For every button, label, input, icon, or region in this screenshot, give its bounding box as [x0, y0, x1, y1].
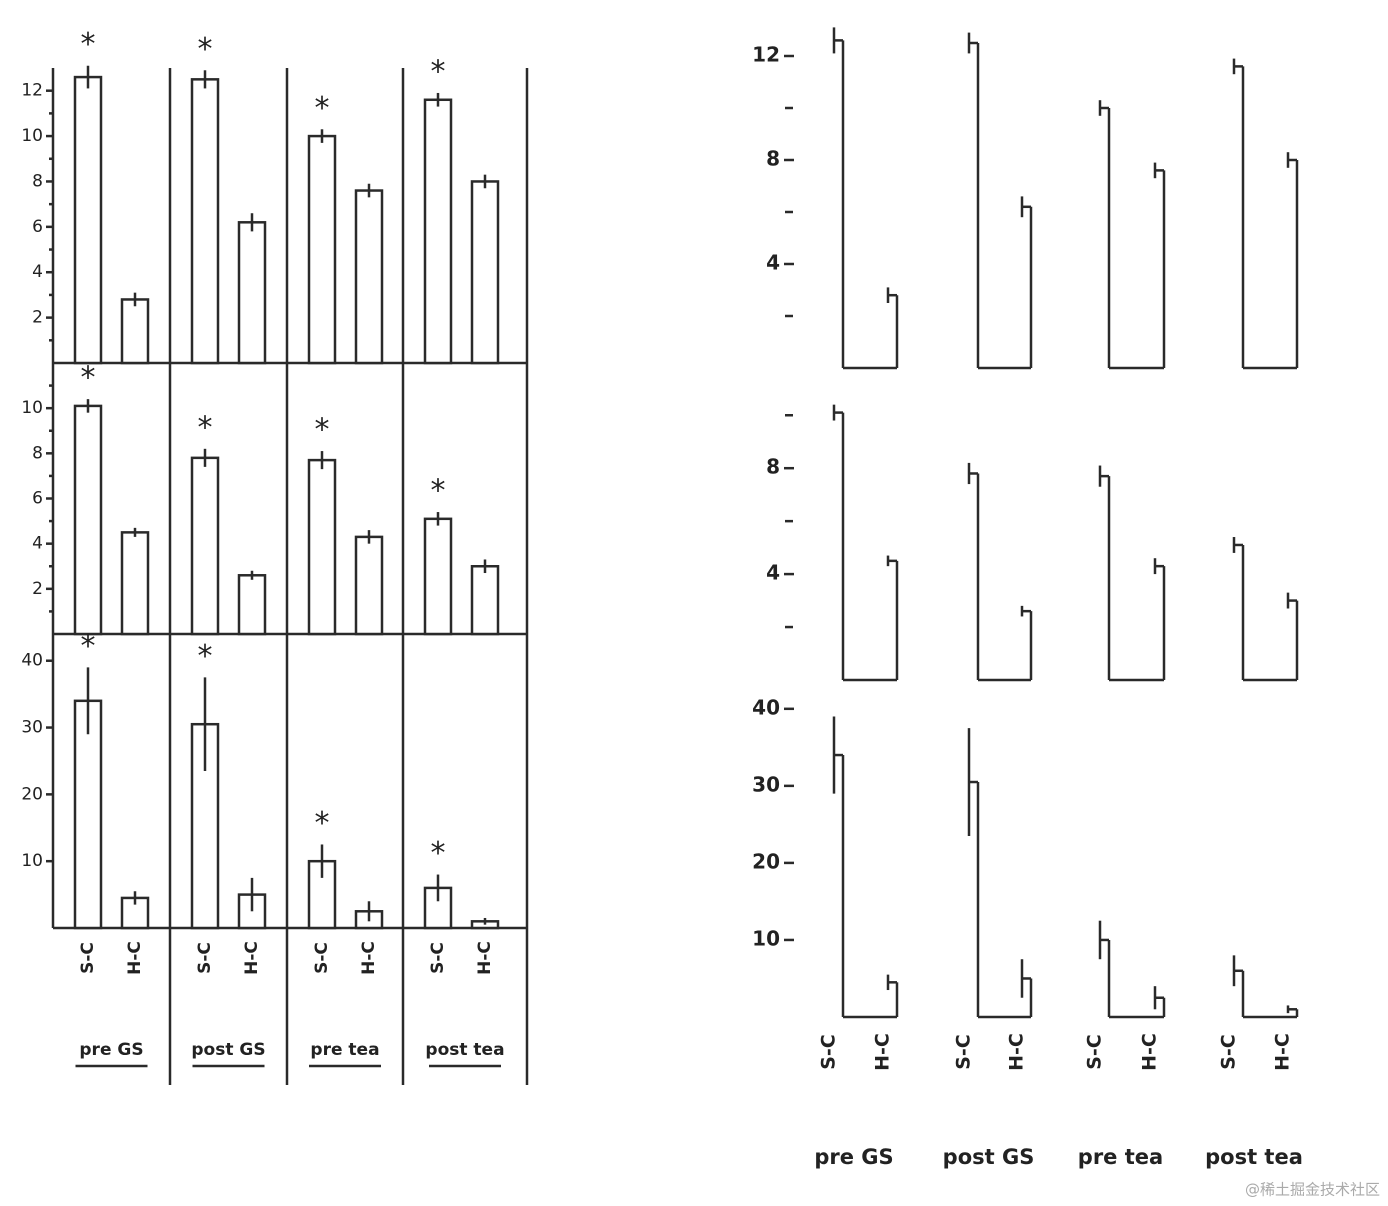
category-label: S-C: [78, 942, 98, 974]
y-tick-label: 10: [21, 851, 43, 871]
bar: [423, 517, 453, 636]
significance-mark: *: [315, 91, 330, 126]
y-tick-label: 30: [752, 772, 780, 796]
category-label: H-C: [125, 941, 145, 975]
category-label: S-C: [312, 942, 332, 974]
category-label: H-C: [872, 1033, 894, 1071]
y-tick-label: 20: [752, 849, 780, 873]
significance-mark: *: [198, 32, 213, 67]
y-tick-label: 4: [766, 251, 780, 275]
group-label: post GS: [943, 1145, 1035, 1169]
bar: [354, 189, 384, 365]
group-label: pre GS: [79, 1040, 143, 1060]
category-label: S-C: [953, 1034, 975, 1070]
y-tick-label: 40: [21, 651, 43, 671]
category-label: S-C: [1218, 1034, 1240, 1070]
category-label: H-C: [1272, 1033, 1294, 1071]
y-tick-label: 4: [32, 262, 43, 282]
group-label: pre GS: [814, 1145, 893, 1169]
y-tick-label: 2: [32, 579, 43, 599]
y-tick-label: 4: [32, 534, 43, 554]
category-label: H-C: [242, 941, 262, 975]
watermark: @稀土掘金技术社区: [1245, 1181, 1380, 1199]
significance-mark: *: [431, 474, 446, 509]
bar: [423, 98, 453, 365]
y-tick-label: 4: [766, 561, 780, 585]
category-label: H-C: [1006, 1033, 1028, 1071]
bar: [73, 75, 103, 365]
category-label: H-C: [475, 941, 495, 975]
group-label: pre tea: [310, 1040, 379, 1060]
group-label: post tea: [1205, 1145, 1303, 1169]
group-label: post GS: [191, 1040, 265, 1060]
bar: [237, 574, 267, 636]
bar: [307, 134, 337, 365]
bar: [470, 565, 500, 636]
y-tick-label: 12: [752, 43, 780, 67]
category-label: S-C: [818, 1034, 840, 1070]
bar: [470, 180, 500, 365]
bar: [190, 78, 220, 365]
significance-mark: *: [431, 54, 446, 89]
bar: [73, 404, 103, 636]
bar: [120, 298, 150, 365]
bar: [73, 699, 103, 930]
y-tick-label: 2: [32, 308, 43, 328]
bar: [354, 535, 384, 636]
category-label: S-C: [195, 942, 215, 974]
significance-mark: *: [315, 413, 330, 448]
y-tick-label: 30: [21, 718, 43, 738]
significance-mark: *: [81, 629, 96, 664]
bar: [307, 458, 337, 636]
bar: [190, 456, 220, 636]
category-label: S-C: [1084, 1034, 1106, 1070]
y-tick-label: 8: [32, 443, 43, 463]
y-tick-label: 20: [21, 784, 43, 804]
significance-mark: *: [315, 806, 330, 841]
significance-mark: *: [81, 361, 96, 396]
category-label: H-C: [1139, 1033, 1161, 1071]
y-tick-label: 6: [32, 217, 43, 237]
y-tick-label: 10: [21, 398, 43, 418]
significance-mark: *: [431, 836, 446, 871]
bar: [120, 531, 150, 636]
y-tick-label: 8: [766, 455, 780, 479]
category-label: S-C: [428, 942, 448, 974]
group-label: post tea: [425, 1040, 504, 1060]
y-tick-label: 10: [752, 926, 780, 950]
significance-mark: *: [198, 410, 213, 445]
y-tick-label: 8: [766, 147, 780, 171]
group-label: pre tea: [1078, 1145, 1163, 1169]
category-label: H-C: [359, 941, 379, 975]
y-tick-label: 10: [21, 126, 43, 146]
y-tick-label: 40: [752, 695, 780, 719]
significance-mark: *: [81, 27, 96, 62]
y-tick-label: 12: [21, 81, 43, 101]
significance-mark: *: [198, 639, 213, 674]
y-tick-label: 8: [32, 171, 43, 191]
y-tick-label: 6: [32, 489, 43, 509]
bar: [237, 221, 267, 365]
